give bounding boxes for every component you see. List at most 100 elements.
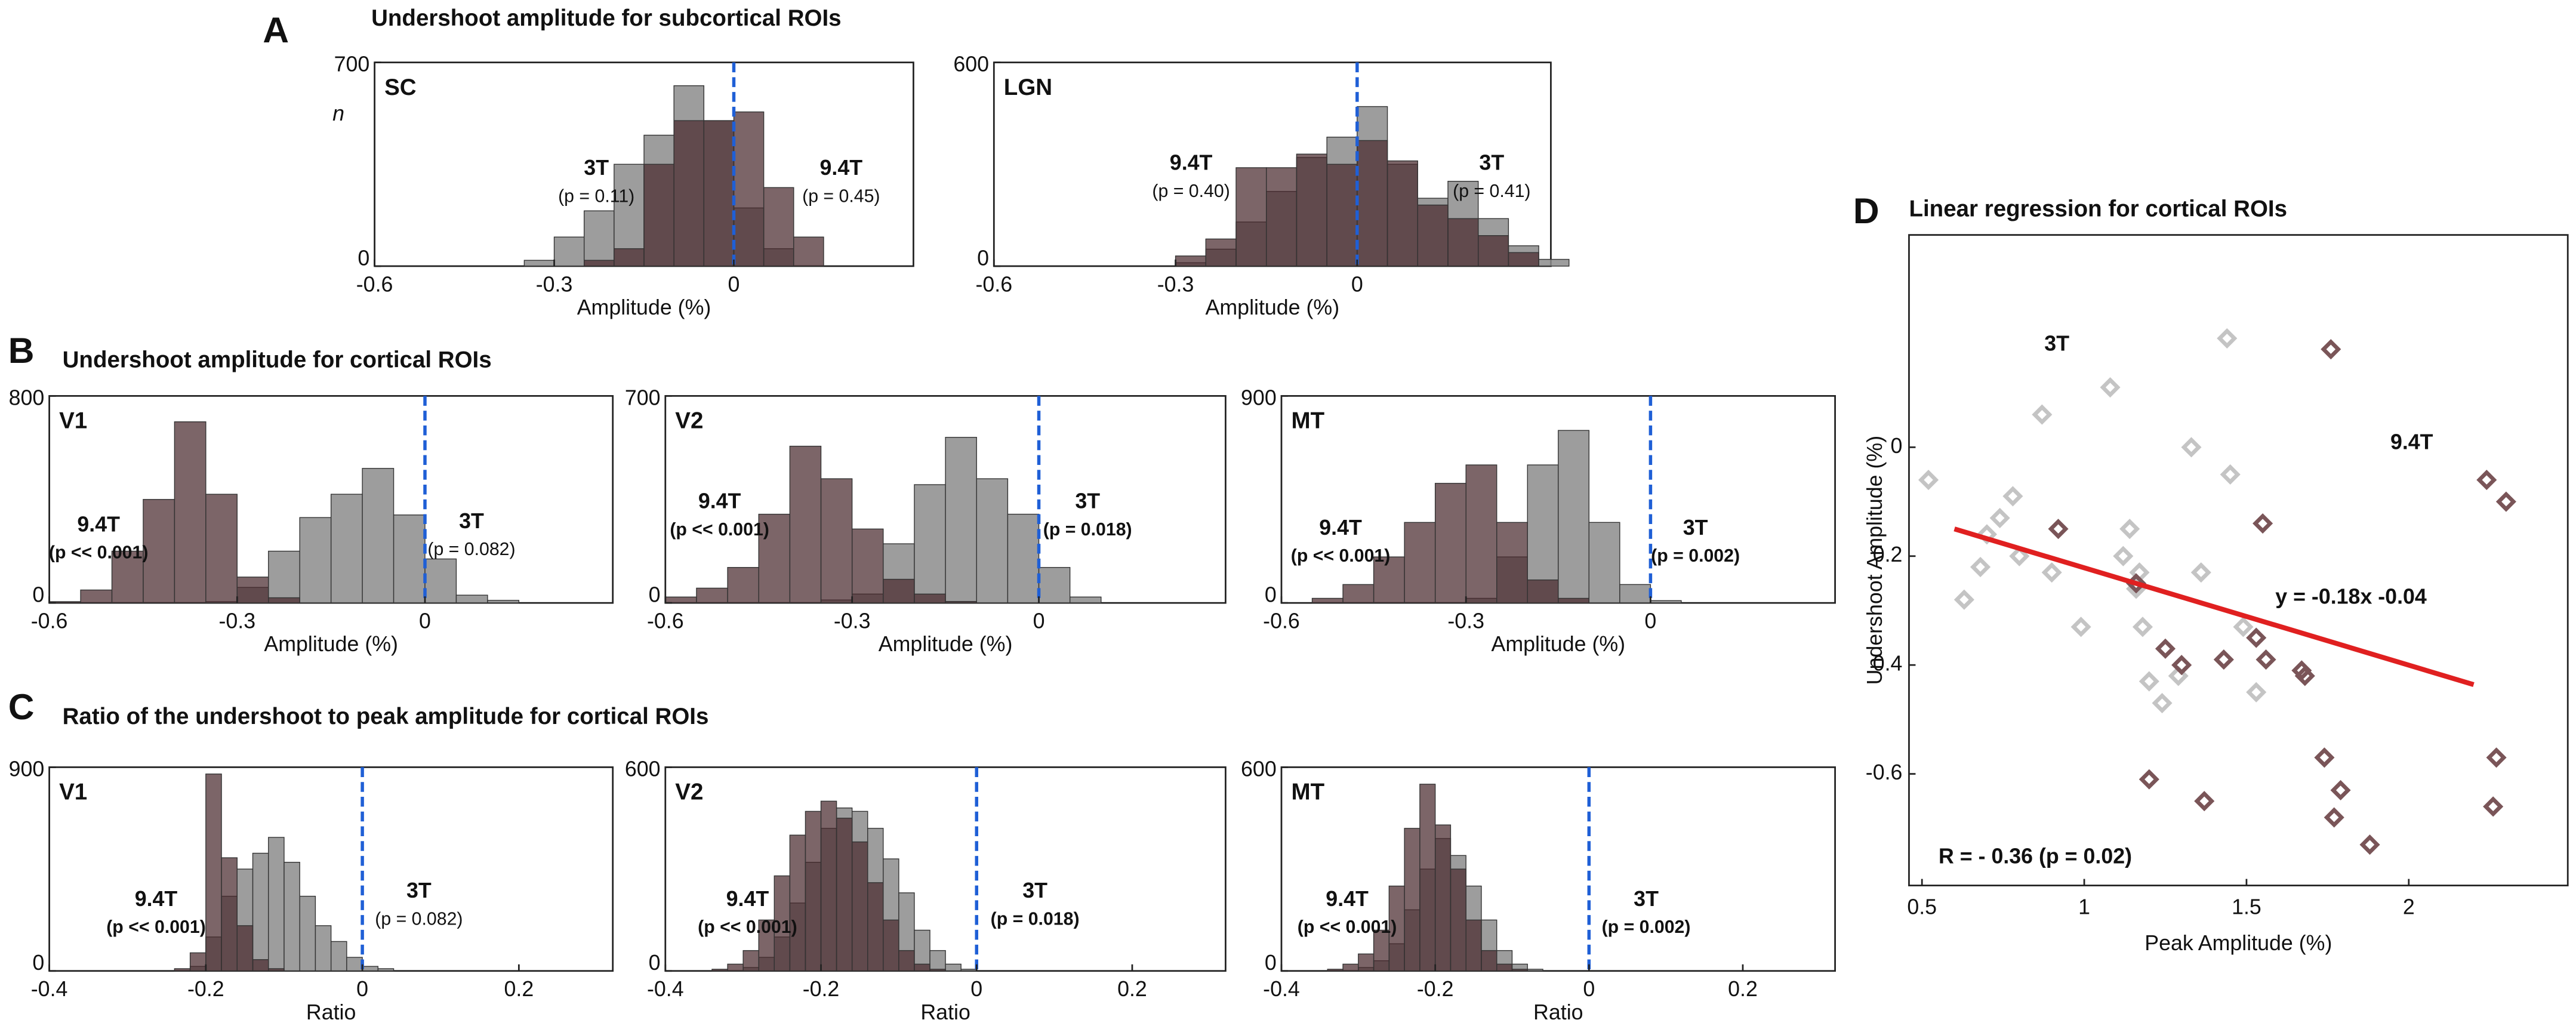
histogram-bar <box>1538 258 1570 267</box>
x-tick-label: 0 <box>728 272 740 296</box>
p-value-note: (p = 0.082) <box>375 909 463 929</box>
histogram-bar <box>1038 567 1071 603</box>
histogram-bar <box>346 957 363 972</box>
y-tick-label: 0 <box>1891 434 1903 458</box>
x-tick-label: 0.2 <box>504 977 534 1001</box>
histogram-bar <box>455 594 488 603</box>
chart-title: SC <box>384 75 417 100</box>
scatter-point <box>2194 791 2215 812</box>
histogram-bar <box>1508 252 1539 267</box>
histogram-bar <box>1419 784 1436 972</box>
histogram-bar <box>1496 522 1528 603</box>
group-label: 9.4T <box>1170 151 1213 175</box>
scatter-point <box>2330 779 2351 801</box>
scatter-point <box>1970 556 1991 578</box>
x-tick-label: 0 <box>1583 977 1595 1001</box>
panel-letter: D <box>1853 190 1879 231</box>
group-label: 3T <box>459 509 484 533</box>
x-tick-label: 2 <box>2403 895 2415 919</box>
histogram-bar <box>945 963 962 972</box>
plot-frame <box>1908 234 2569 886</box>
histogram-bar <box>1342 963 1359 972</box>
scatter-point <box>2321 339 2341 360</box>
histogram-bar <box>820 800 837 972</box>
histogram-bar <box>1496 963 1513 972</box>
p-value-note: (p << 0.001) <box>106 917 206 937</box>
group-label: 9.4T <box>1326 887 1369 911</box>
histogram-bar <box>174 421 207 603</box>
histogram-bar <box>221 857 238 972</box>
histogram-bar <box>914 593 946 603</box>
histogram-bar <box>673 120 705 267</box>
group-label: 9.4T <box>820 156 863 180</box>
y-tick-label: 0 <box>649 583 661 607</box>
x-tick-label: 0 <box>419 609 431 633</box>
y-tick-label: 800 <box>9 386 45 409</box>
scatter-point <box>2152 692 2173 714</box>
group-label: 3T <box>584 156 609 180</box>
histogram-bar <box>867 882 884 972</box>
group-label: 3T <box>1683 516 1708 540</box>
scatter-point <box>2139 769 2159 790</box>
histogram-bar <box>1450 868 1466 972</box>
p-value-note: (p = 0.40) <box>1152 181 1230 201</box>
x-tick-label: -0.6 <box>975 272 1012 296</box>
p-value-note: (p << 0.001) <box>670 520 769 540</box>
histogram-bar <box>205 494 238 603</box>
histogram-bar <box>733 111 765 267</box>
histogram-bar <box>945 437 977 603</box>
histogram-bar <box>711 969 728 972</box>
histogram-bar <box>1404 522 1436 603</box>
plot-frame <box>1280 766 1836 972</box>
histogram-bar <box>758 513 791 603</box>
y-tick-label: 0 <box>358 246 369 270</box>
histogram-bar <box>898 950 915 972</box>
histogram-bar <box>851 528 884 603</box>
panel-title: Ratio of the undershoot to peak amplitud… <box>63 704 709 729</box>
group-label: 9.4T <box>135 887 178 911</box>
histogram-bar <box>553 236 585 267</box>
histogram-bar <box>1434 824 1452 972</box>
y-axis-label: n <box>332 101 344 125</box>
histogram-bar <box>914 484 946 603</box>
p-value-note: (p << 0.001) <box>49 543 149 563</box>
histogram-bar <box>205 774 222 972</box>
histogram-bar <box>1588 522 1620 603</box>
histogram-bar <box>883 919 899 972</box>
p-value-note: (p = 0.018) <box>1043 520 1132 540</box>
scatter-point <box>1953 589 1974 610</box>
histogram-bar <box>362 966 379 972</box>
histogram-bar <box>236 925 254 972</box>
histogram-bar <box>584 260 615 267</box>
x-tick-label: -0.4 <box>647 977 684 1001</box>
x-tick-label: 0.5 <box>1907 895 1937 919</box>
histogram-bar <box>1266 167 1298 267</box>
p-value-note: (p = 0.41) <box>1453 181 1530 201</box>
x-axis-label: Amplitude (%) <box>577 295 711 319</box>
scatter-point <box>2294 665 2315 686</box>
histogram-bar <box>143 499 175 603</box>
panel-title: Linear regression for cortical ROIs <box>1909 196 2287 221</box>
histogram-bar <box>362 468 395 603</box>
panel-letter: A <box>263 10 289 50</box>
histogram-bar <box>1326 164 1358 267</box>
scatter-point <box>2213 649 2234 670</box>
histogram-bar <box>883 578 915 603</box>
histogram-bar <box>929 950 946 972</box>
y-tick-label: 900 <box>9 757 45 781</box>
histogram-bar <box>914 963 930 972</box>
histogram-bar <box>1465 919 1482 972</box>
x-tick-label: 0.2 <box>1117 977 1147 1001</box>
scatter-point <box>2041 562 2062 583</box>
y-tick-label: 700 <box>625 386 661 409</box>
p-value-note: (p = 0.45) <box>802 186 880 206</box>
histogram-bar <box>703 120 735 267</box>
scatter-point <box>2255 649 2276 670</box>
histogram-bar <box>1007 513 1040 603</box>
histogram-bar <box>584 210 615 267</box>
histogram-bar <box>393 514 426 603</box>
scatter-point <box>1918 470 1939 491</box>
histogram-bar <box>727 567 759 603</box>
x-tick-label: -0.6 <box>356 272 393 296</box>
scatter-point <box>2009 546 2030 566</box>
